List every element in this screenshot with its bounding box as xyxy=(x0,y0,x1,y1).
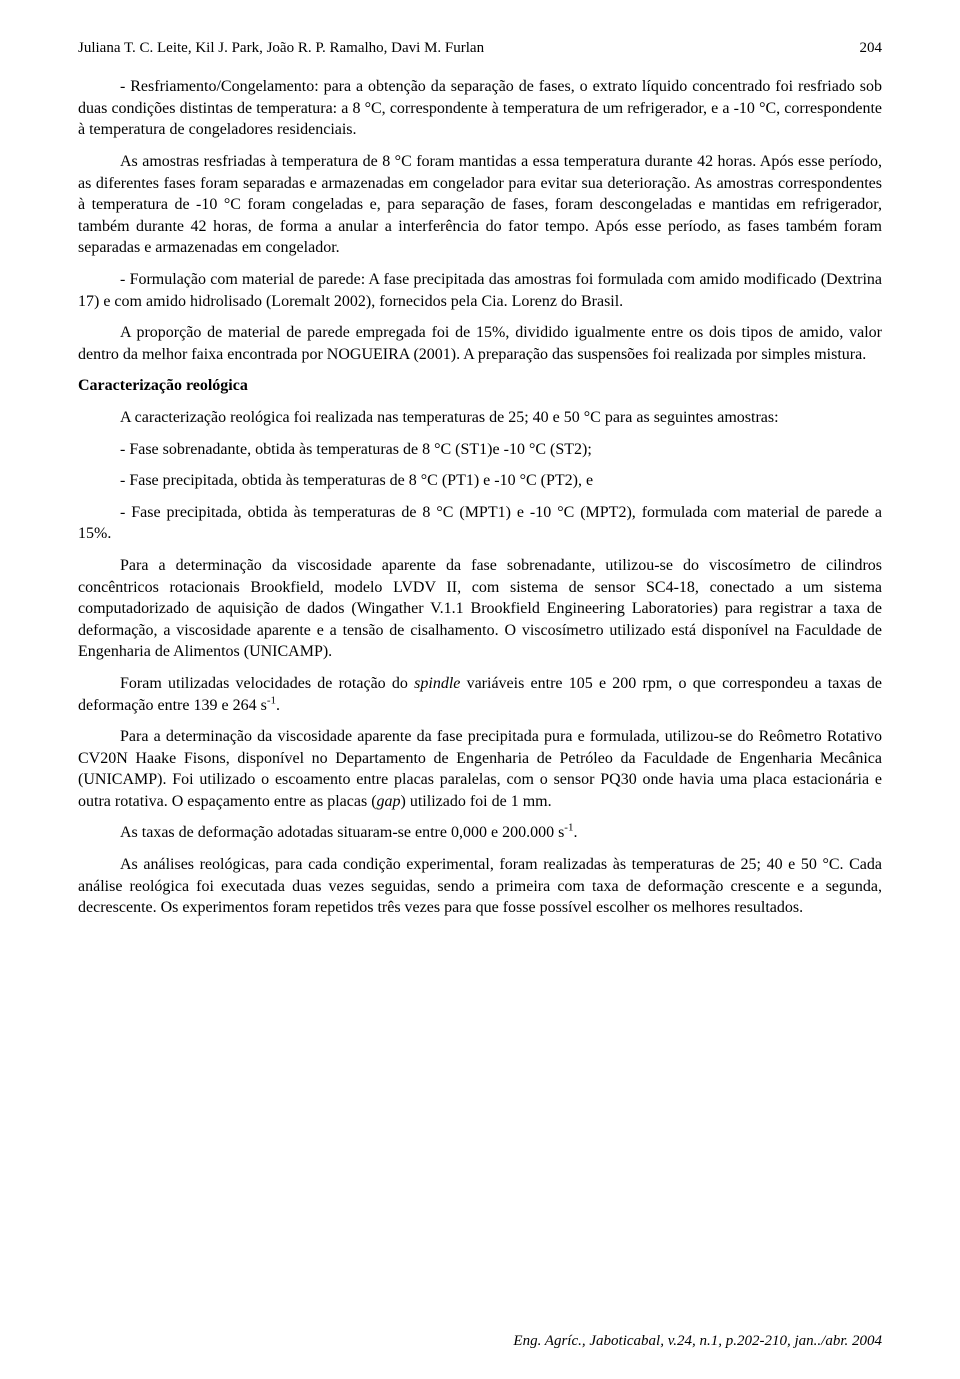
paragraph-10: Foram utilizadas velocidades de rotação … xyxy=(78,673,882,716)
paragraph-5: A caracterização reológica foi realizada… xyxy=(78,407,882,429)
p12-text-b: . xyxy=(573,824,577,841)
p10-text-c: . xyxy=(276,697,280,714)
paragraph-7: - Fase precipitada, obtida às temperatur… xyxy=(78,470,882,492)
page-footer-citation: Eng. Agríc., Jaboticabal, v.24, n.1, p.2… xyxy=(513,1331,882,1351)
paragraph-4: A proporção de material de parede empreg… xyxy=(78,322,882,365)
paragraph-2: As amostras resfriadas à temperatura de … xyxy=(78,151,882,259)
paragraph-6: - Fase sobrenadante, obtida às temperatu… xyxy=(78,439,882,461)
p12-text-a: As taxas de deformação adotadas situaram… xyxy=(120,824,564,841)
paragraph-12: As taxas de deformação adotadas situaram… xyxy=(78,822,882,844)
paragraph-3: - Formulação com material de parede: A f… xyxy=(78,269,882,312)
paragraph-11: Para a determinação da viscosidade apare… xyxy=(78,726,882,812)
page-header: Juliana T. C. Leite, Kil J. Park, João R… xyxy=(78,38,882,58)
paragraph-9: Para a determinação da viscosidade apare… xyxy=(78,555,882,663)
header-page-number: 204 xyxy=(860,38,883,58)
p10-text-a: Foram utilizadas velocidades de rotação … xyxy=(120,675,414,692)
paragraph-8: - Fase precipitada, obtida às temperatur… xyxy=(78,502,882,545)
paragraph-1: - Resfriamento/Congelamento: para a obte… xyxy=(78,76,882,141)
paragraph-13: As análises reológicas, para cada condiç… xyxy=(78,854,882,919)
p10-superscript: -1 xyxy=(267,694,276,706)
p11-text-b: ) utilizado foi de 1 mm. xyxy=(401,793,552,810)
p10-italic-spindle: spindle xyxy=(414,675,460,692)
p11-italic-gap: gap xyxy=(377,793,401,810)
section-title-rheological: Caracterização reológica xyxy=(78,375,882,397)
header-authors: Juliana T. C. Leite, Kil J. Park, João R… xyxy=(78,38,484,58)
